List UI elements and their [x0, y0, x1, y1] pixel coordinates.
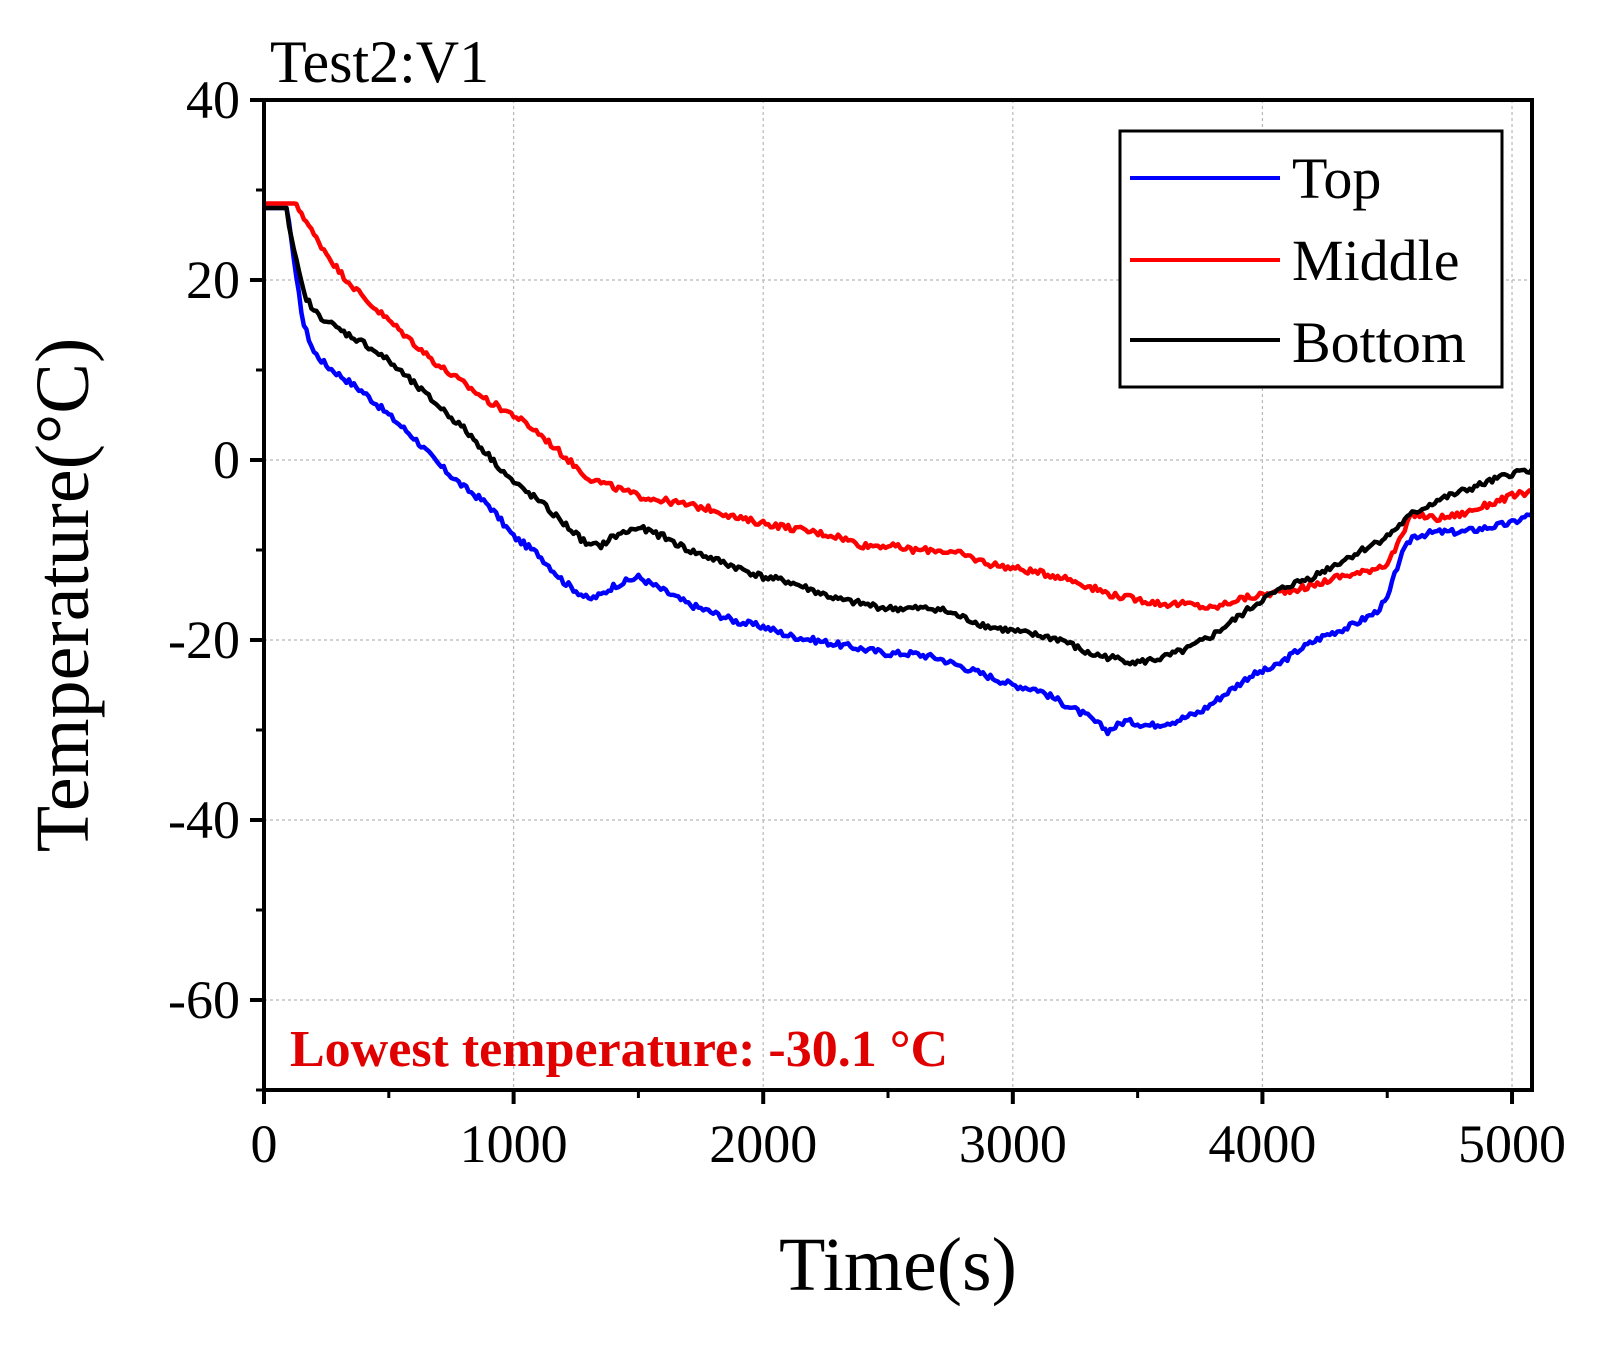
x-tick-label: 0 — [251, 1114, 278, 1174]
y-tick-label: 0 — [213, 430, 240, 490]
ticks — [250, 98, 1515, 1104]
y-tick-label: 20 — [186, 250, 240, 310]
x-axis-title: Time(s) — [779, 1223, 1017, 1307]
legend-label-middle: Middle — [1292, 228, 1460, 293]
plot-frame — [262, 98, 1534, 1092]
legend: Top Middle Bottom — [1118, 129, 1504, 389]
chart-title: Test2:V1 — [270, 29, 489, 95]
y-tick-label: 40 — [186, 70, 240, 130]
y-tick-label: -20 — [168, 610, 240, 670]
legend-label-top: Top — [1292, 146, 1381, 211]
y-tick-label: -60 — [168, 970, 240, 1030]
x-tick-label: 1000 — [460, 1114, 568, 1174]
y-axis-title: Temperature(°C) — [21, 338, 105, 853]
x-tick-label: 2000 — [709, 1114, 817, 1174]
series-line-top — [264, 205, 1533, 737]
series-line-middle — [264, 201, 1533, 611]
x-tick-label: 5000 — [1458, 1114, 1566, 1174]
lowest-temperature-annotation: Lowest temperature: -30.1 °C — [290, 1021, 948, 1078]
tick-labels: 0 1000 2000 3000 4000 5000 40 20 0 -20 -40 -60 — [168, 70, 1566, 1174]
y-tick-label: -40 — [168, 790, 240, 850]
x-tick-label: 3000 — [959, 1114, 1067, 1174]
series-line-bottom — [264, 205, 1534, 667]
x-tick-label: 4000 — [1208, 1114, 1316, 1174]
series-layer — [264, 201, 1534, 737]
legend-label-bottom: Bottom — [1292, 310, 1466, 375]
